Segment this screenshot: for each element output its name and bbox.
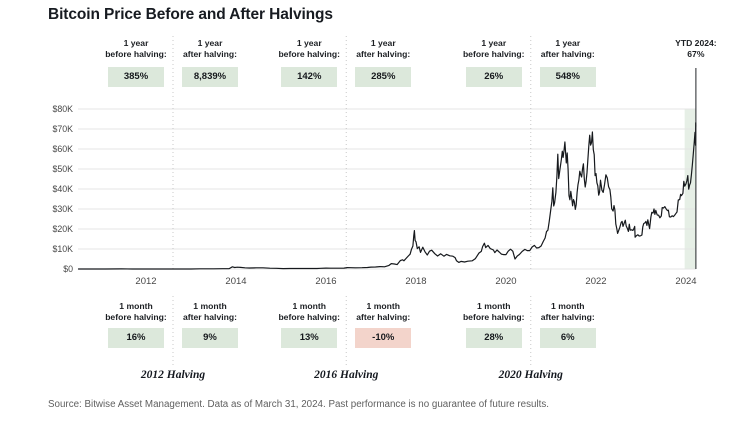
- halving-era-label: 2020 Halving: [498, 369, 563, 381]
- stat-value-badge: 8,839%: [182, 67, 238, 87]
- stat-header-line2: before halving:: [278, 312, 341, 322]
- stat-header: 1 month before halving:: [452, 301, 536, 323]
- stat-header-line2: before halving:: [278, 49, 341, 59]
- stat-header-line1: 1 month: [477, 301, 511, 311]
- stat-header-line1: 1 month: [292, 301, 326, 311]
- x-axis-label: 2018: [405, 276, 427, 287]
- halving-stat-column: 1 month before halving: 28%: [452, 301, 536, 348]
- stat-header-line1: 1 month: [193, 301, 227, 311]
- stat-value-badge: 26%: [465, 67, 522, 87]
- stat-value-badge: 9%: [182, 328, 238, 348]
- stat-header-line1: 1 year: [197, 38, 223, 48]
- stat-value-badge: 13%: [281, 328, 338, 348]
- halving-stat-column: 1 year before halving: 142%: [267, 38, 351, 87]
- halving-stat-column: 1 year before halving: 26%: [452, 38, 536, 87]
- x-axis-label: 2020: [495, 276, 517, 287]
- stat-header: 1 year after halving:: [341, 38, 425, 60]
- stat-value-badge: -10%: [355, 328, 412, 348]
- halving-stat-column: 1 year after halving: 548%: [526, 38, 610, 87]
- stat-header-line2: after halving:: [183, 49, 237, 59]
- stat-header-line1: 1 year: [370, 38, 396, 48]
- halving-era-label: 2012 Halving: [140, 369, 206, 381]
- stat-header-line2: before halving:: [105, 312, 167, 322]
- page-title: Bitcoin Price Before and After Halvings: [48, 6, 333, 23]
- y-axis-label: $0: [63, 264, 73, 274]
- stat-value-badge: 6%: [539, 328, 596, 348]
- x-axis-label: 2022: [585, 276, 607, 287]
- halving-stat-column: 1 year before halving: 385%: [94, 38, 178, 87]
- stat-header: 1 year after halving:: [168, 38, 252, 60]
- stat-header-line1: 1 month: [119, 301, 153, 311]
- stat-header-line2: after halving:: [356, 312, 411, 322]
- y-axis-label: $50K: [52, 164, 73, 174]
- stat-header: 1 month before halving:: [267, 301, 351, 323]
- stat-header: 1 year after halving:: [526, 38, 610, 60]
- stat-header: 1 year before halving:: [452, 38, 536, 60]
- stat-value-badge: 548%: [539, 67, 596, 87]
- stat-header-line1: 1 year: [296, 38, 322, 48]
- stat-value-badge: 285%: [355, 67, 412, 87]
- stat-header: 1 month after halving:: [168, 301, 252, 323]
- ytd-2024-annotation: YTD 2024: 67%: [651, 38, 741, 60]
- stat-header: 1 year before halving:: [94, 38, 178, 60]
- x-axis-label: 2014: [225, 276, 247, 287]
- stat-value-badge: 142%: [281, 67, 338, 87]
- halving-era-label: 2016 Halving: [314, 369, 379, 381]
- y-axis-label: $30K: [52, 204, 73, 214]
- y-axis-label: $20K: [52, 224, 73, 234]
- ytd-value: 67%: [687, 49, 705, 59]
- y-axis-label: $60K: [52, 144, 73, 154]
- x-axis-label: 2024: [675, 276, 697, 287]
- halving-stat-column: 1 month after halving: 9%: [168, 301, 252, 348]
- ytd-label: YTD 2024:: [675, 38, 717, 48]
- stat-header: 1 month before halving:: [94, 301, 178, 323]
- x-axis-label: 2012: [135, 276, 157, 287]
- bitcoin-price-line: [77, 122, 697, 270]
- stat-value-badge: 28%: [465, 328, 522, 348]
- stat-header-line2: after halving:: [540, 312, 595, 322]
- stat-header: 1 year before halving:: [267, 38, 351, 60]
- stat-header-line2: before halving:: [462, 49, 525, 59]
- stat-header-line2: after halving:: [356, 49, 411, 59]
- source-note: Source: Bitwise Asset Management. Data a…: [48, 399, 549, 410]
- stat-value-badge: 385%: [108, 67, 164, 87]
- stat-header-line2: before halving:: [105, 49, 167, 59]
- y-axis-label: $10K: [52, 244, 73, 254]
- x-axis-label: 2016: [315, 276, 337, 287]
- stat-header-line1: 1 year: [481, 38, 507, 48]
- stat-header-line1: 1 year: [555, 38, 581, 48]
- stat-header-line2: before halving:: [462, 312, 525, 322]
- halving-stat-column: 1 year after halving: 285%: [341, 38, 425, 87]
- stat-header: 1 month after halving:: [526, 301, 610, 323]
- stat-header-line1: 1 month: [551, 301, 585, 311]
- halving-stat-column: 1 year after halving: 8,839%: [168, 38, 252, 87]
- halving-stat-column: 1 month after halving: -10%: [341, 301, 425, 348]
- stat-header-line2: after halving:: [540, 49, 595, 59]
- stat-header-line1: 1 month: [366, 301, 400, 311]
- y-axis-label: $40K: [52, 184, 73, 194]
- halving-stat-column: 1 month before halving: 13%: [267, 301, 351, 348]
- y-axis-label: $70K: [52, 124, 73, 134]
- halving-stat-column: 1 month before halving: 16%: [94, 301, 178, 348]
- stat-value-badge: 16%: [108, 328, 164, 348]
- stat-header-line2: after halving:: [183, 312, 237, 322]
- stat-header-line1: 1 year: [123, 38, 149, 48]
- halving-stat-column: 1 month after halving: 6%: [526, 301, 610, 348]
- y-axis-label: $80K: [52, 104, 73, 114]
- stat-header: 1 month after halving:: [341, 301, 425, 323]
